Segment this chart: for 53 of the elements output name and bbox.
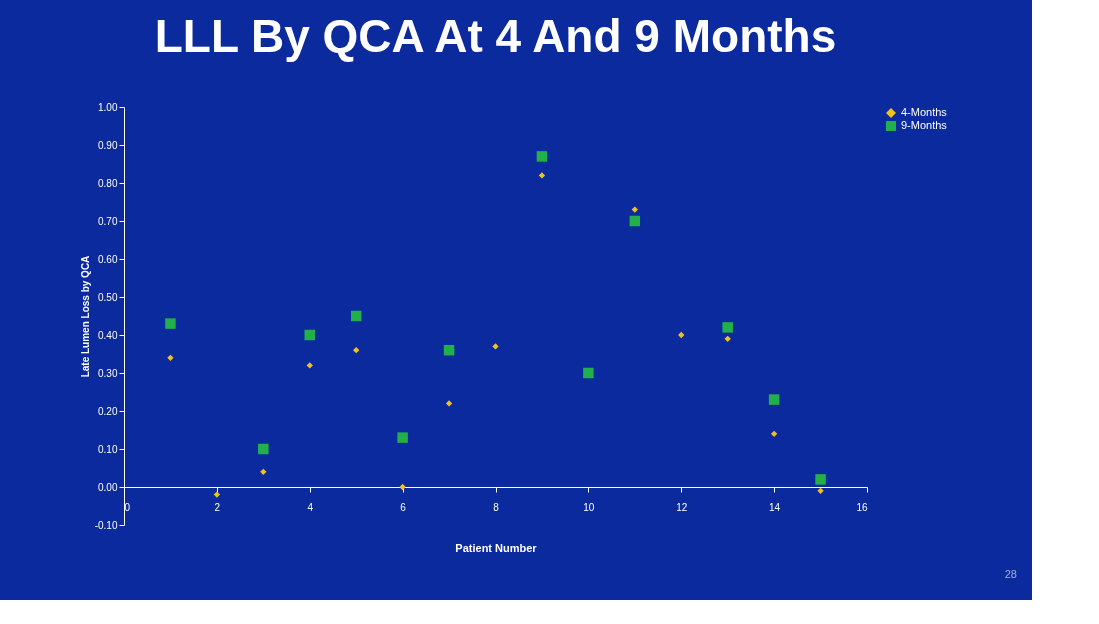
y-tick-label: 0.60 [98,253,118,265]
y-axis-title: Late Lumen Loss by QCA [79,255,91,378]
y-tick-label: 0.70 [98,215,118,227]
text: 28 [1004,568,1017,580]
point [583,367,594,379]
point [260,468,267,475]
point [213,491,221,498]
point [167,354,174,361]
point [538,172,546,179]
point [770,430,778,437]
x-tick-label: 12 [676,501,688,513]
point [536,151,548,162]
point [258,443,269,455]
chart-title: LLL By QCA At 4 And 9 Months [154,10,837,62]
y-tick-label: 0.40 [98,329,118,341]
y-tick-label: 0.20 [98,405,118,417]
point [397,432,408,443]
point [722,322,733,333]
x-tick-label: 6 [400,501,407,513]
point [445,400,453,407]
x-tick-label: 0 [124,501,131,513]
y-tick-label: 0.90 [98,139,118,151]
y-tick-label: 0.80 [98,177,118,189]
point [815,474,826,485]
y-tick-label: 0.00 [98,481,118,493]
point [399,483,406,491]
point [306,362,313,369]
x-tick-label: 2 [214,501,221,513]
point [768,394,780,405]
x-tick-label: 8 [493,501,500,513]
x-tick-label: 10 [583,501,595,513]
point [817,487,824,494]
y-tick-label: -0.10 [94,519,118,531]
legend-label: 9-Months [901,119,948,131]
y-tick-label: 0.30 [98,367,118,379]
point [724,335,731,342]
point [443,344,455,356]
point [629,215,641,227]
y-tick-label: 0.10 [98,443,118,455]
x-tick-label: 16 [856,501,868,513]
legend-label: 4-Months [901,106,948,118]
point [165,318,176,329]
point [304,329,315,341]
y-tick-label: 1.00 [98,101,118,113]
x-axis-title: Patient Number [455,541,538,554]
point [631,206,638,213]
point [353,347,360,354]
point [492,343,499,350]
point [350,310,362,322]
point [678,331,685,339]
y-tick-label: 0.50 [98,291,118,303]
x-tick-label: 14 [769,501,781,513]
x-tick-label: 4 [307,501,314,513]
